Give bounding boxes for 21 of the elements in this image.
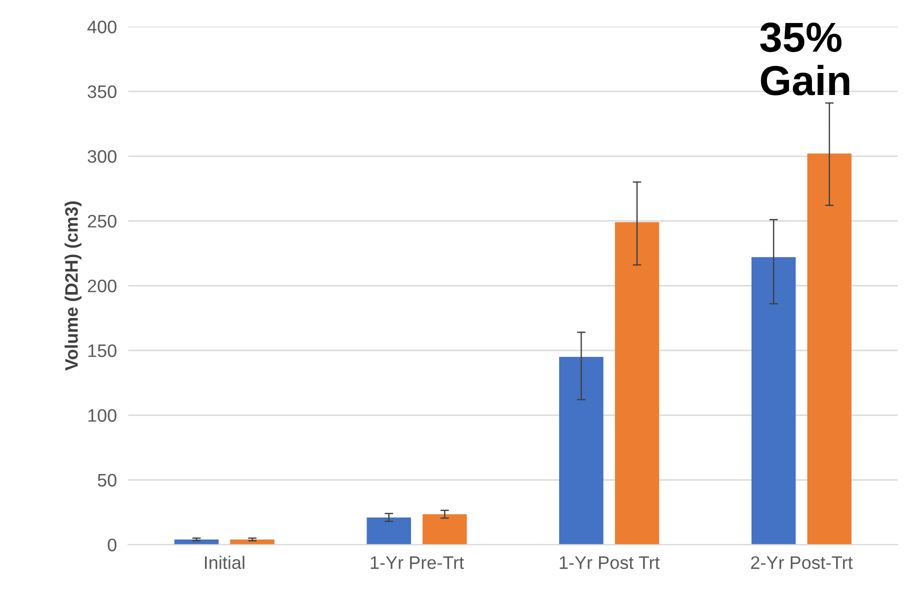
y-tick-label: 200 <box>88 280 116 292</box>
y-tick-label: 100 <box>88 409 116 422</box>
y-tick-label: 150 <box>88 344 116 358</box>
bar <box>422 514 467 545</box>
y-tick-label: 0 <box>108 538 116 552</box>
y-tick-label: 250 <box>88 214 116 228</box>
y-tick-label: 350 <box>88 85 116 98</box>
x-tick-label: 1-Yr Pre-Trt <box>370 556 464 570</box>
bar <box>751 257 796 545</box>
annotation: 35% Gain <box>760 22 850 96</box>
bar <box>614 222 660 545</box>
x-tick-label: 2-Yr Post-Trt <box>751 556 853 570</box>
bar <box>366 517 412 545</box>
y-tick-label: 50 <box>98 474 116 487</box>
y-tick-label: 300 <box>88 150 116 163</box>
y-tick-label: 400 <box>87 20 116 34</box>
bar <box>559 356 604 545</box>
bar <box>807 154 852 545</box>
x-tick-label: 1-Yr Post Trt <box>560 556 660 570</box>
y-axis-title: Volume (D2H) (cm3) <box>64 201 82 371</box>
x-tick-label: Initial <box>205 556 244 570</box>
